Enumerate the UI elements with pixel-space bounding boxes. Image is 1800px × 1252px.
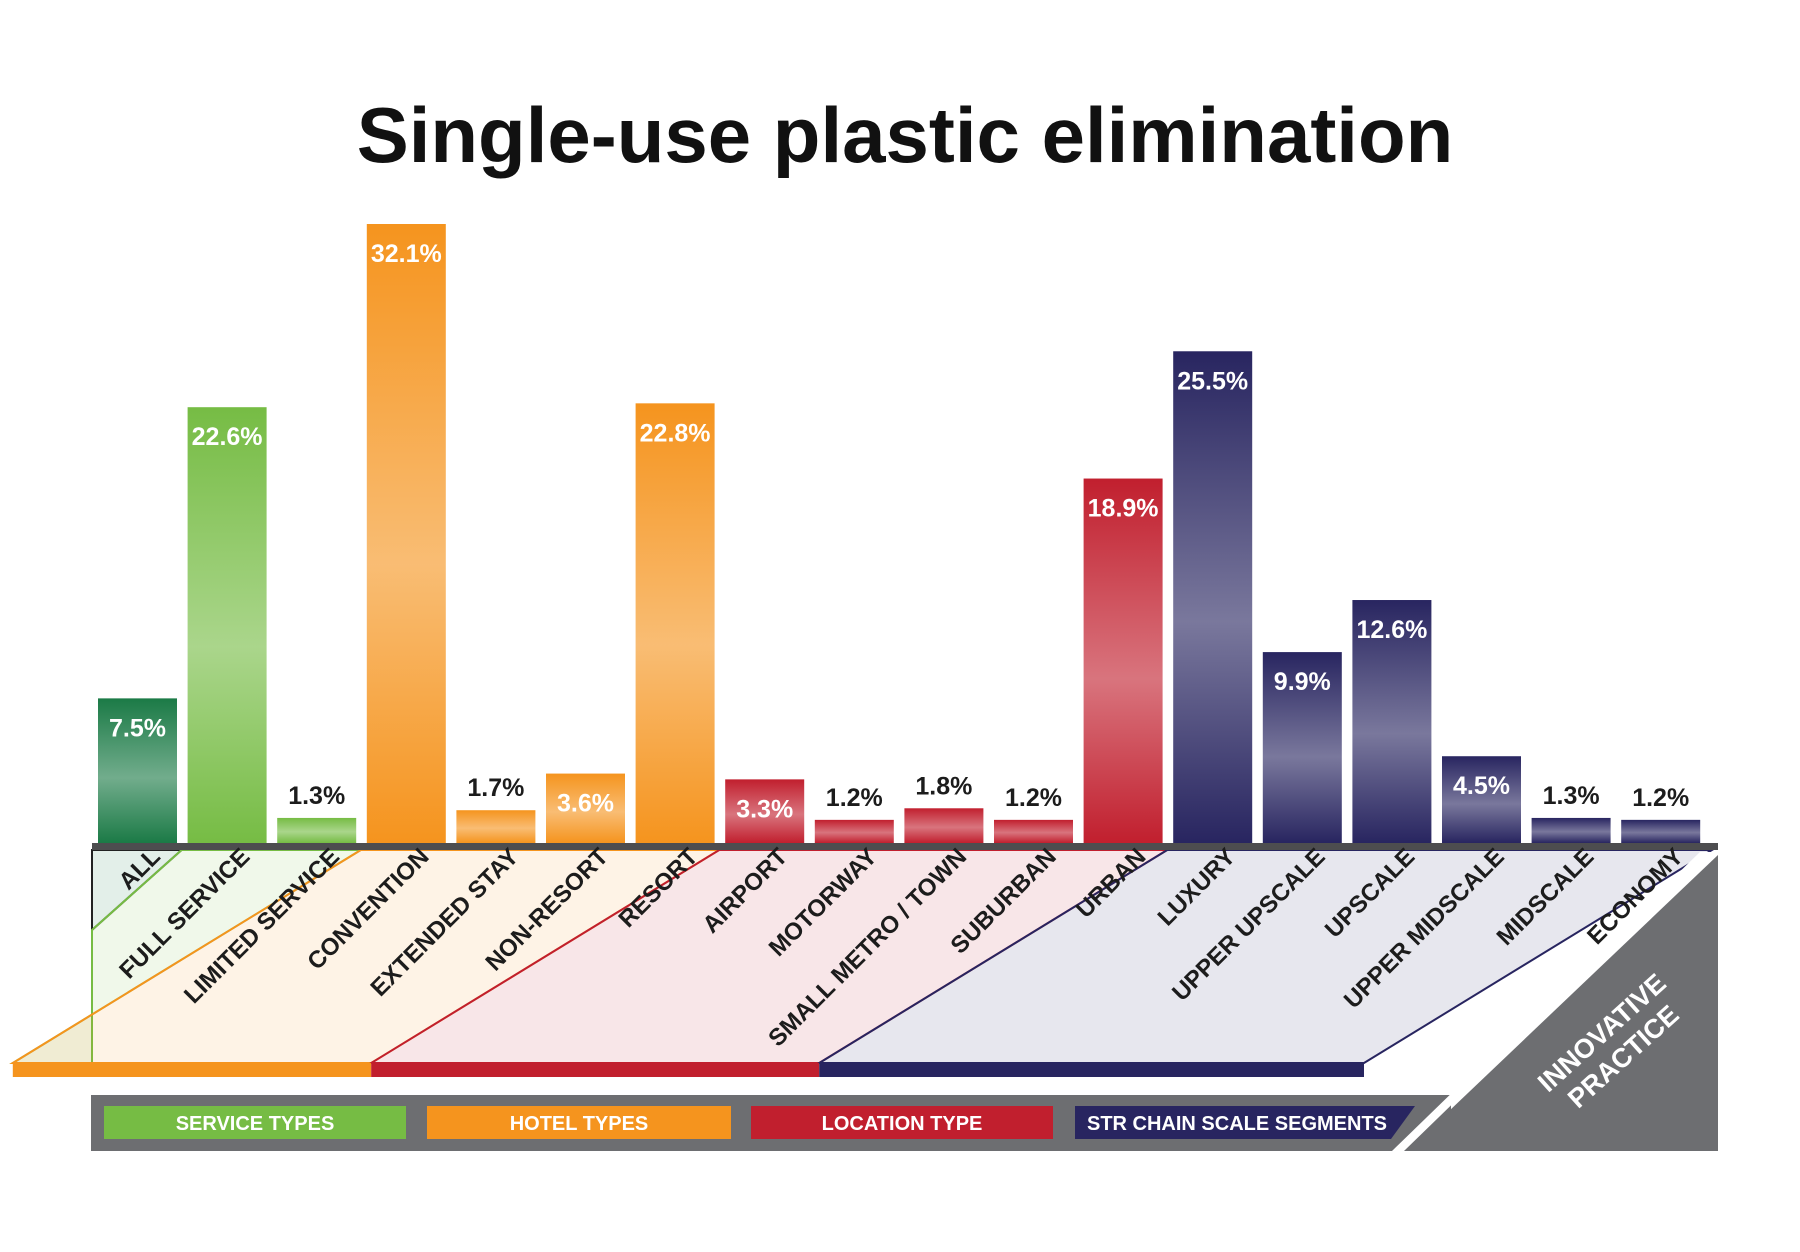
legend-label-service-types: SERVICE TYPES	[176, 1113, 335, 1135]
bar-non-resort	[546, 773, 625, 843]
value-label-urban: 18.9%	[1088, 495, 1159, 523]
bar-suburban	[994, 819, 1073, 843]
underline-hotel-types	[12, 1063, 372, 1077]
value-label-upper-midscale: 4.5%	[1453, 772, 1510, 800]
bar-upscale	[1352, 600, 1432, 843]
bar-extended-stay	[456, 810, 536, 843]
bar-motorway	[814, 819, 894, 843]
value-label-non-resort: 3.6%	[557, 790, 614, 818]
baseline	[92, 843, 1718, 850]
legend-label-str-chain-scale-segments: STR CHAIN SCALE SEGMENTS	[1087, 1113, 1387, 1135]
bar-luxury	[1173, 351, 1253, 843]
legend-swatch-service-types	[104, 1106, 406, 1139]
bar-economy	[1621, 819, 1701, 843]
value-label-motorway: 1.2%	[826, 784, 883, 812]
value-label-resort: 22.8%	[640, 419, 711, 447]
legend: SERVICE TYPES HOTEL TYPES LOCATION TYPE STR…	[91, 1095, 1451, 1151]
value-label-economy: 1.2%	[1632, 784, 1689, 812]
bars	[98, 224, 1701, 843]
value-label-luxury: 25.5%	[1177, 367, 1248, 395]
value-labels: 7.5% 22.6% 1.3% 32.1% 1.7% 3.6% 22.8% 3.3% 1.2% 1…	[109, 240, 1689, 823]
bar-all	[98, 698, 177, 843]
badge-shape	[1407, 855, 1718, 1151]
value-label-limited-service: 1.3%	[288, 782, 345, 810]
bar-midscale	[1531, 817, 1611, 843]
legend-swatch-location-type	[751, 1106, 1053, 1139]
bar-upper-upscale	[1262, 652, 1342, 843]
bar-limited-service	[277, 817, 357, 843]
value-label-small-metro-town: 1.8%	[915, 772, 972, 800]
value-label-full-service: 22.6%	[192, 423, 263, 451]
value-label-all: 7.5%	[109, 714, 166, 742]
bar-resort	[635, 403, 715, 843]
legend-label-location-type: LOCATION TYPE	[822, 1113, 983, 1135]
value-label-midscale: 1.3%	[1543, 782, 1600, 810]
value-label-convention: 32.1%	[371, 240, 442, 268]
underline-location-type	[371, 1063, 820, 1077]
badge-stripe	[1392, 852, 1712, 1151]
value-label-airport: 3.3%	[736, 795, 793, 823]
bar-upper-midscale	[1442, 756, 1521, 843]
legend-label-hotel-types: HOTEL TYPES	[510, 1113, 649, 1135]
bar-small-metro-town	[904, 808, 984, 843]
chart-title: Single-use plastic elimination	[357, 91, 1454, 179]
value-label-upscale: 12.6%	[1356, 616, 1427, 644]
bar-airport	[725, 779, 805, 843]
bar-urban	[1083, 478, 1163, 843]
legend-swatch-str-chain-scale-segments	[1075, 1106, 1415, 1139]
legend-swatch-hotel-types	[427, 1106, 731, 1139]
value-label-suburban: 1.2%	[1005, 784, 1062, 812]
value-label-extended-stay: 1.7%	[467, 774, 524, 802]
bar-convention	[366, 224, 446, 843]
underline-str-chain-scale-segments	[819, 1063, 1364, 1077]
group-underlines	[12, 1063, 1364, 1077]
value-label-upper-upscale: 9.9%	[1274, 668, 1331, 696]
bar-full-service	[187, 407, 267, 843]
